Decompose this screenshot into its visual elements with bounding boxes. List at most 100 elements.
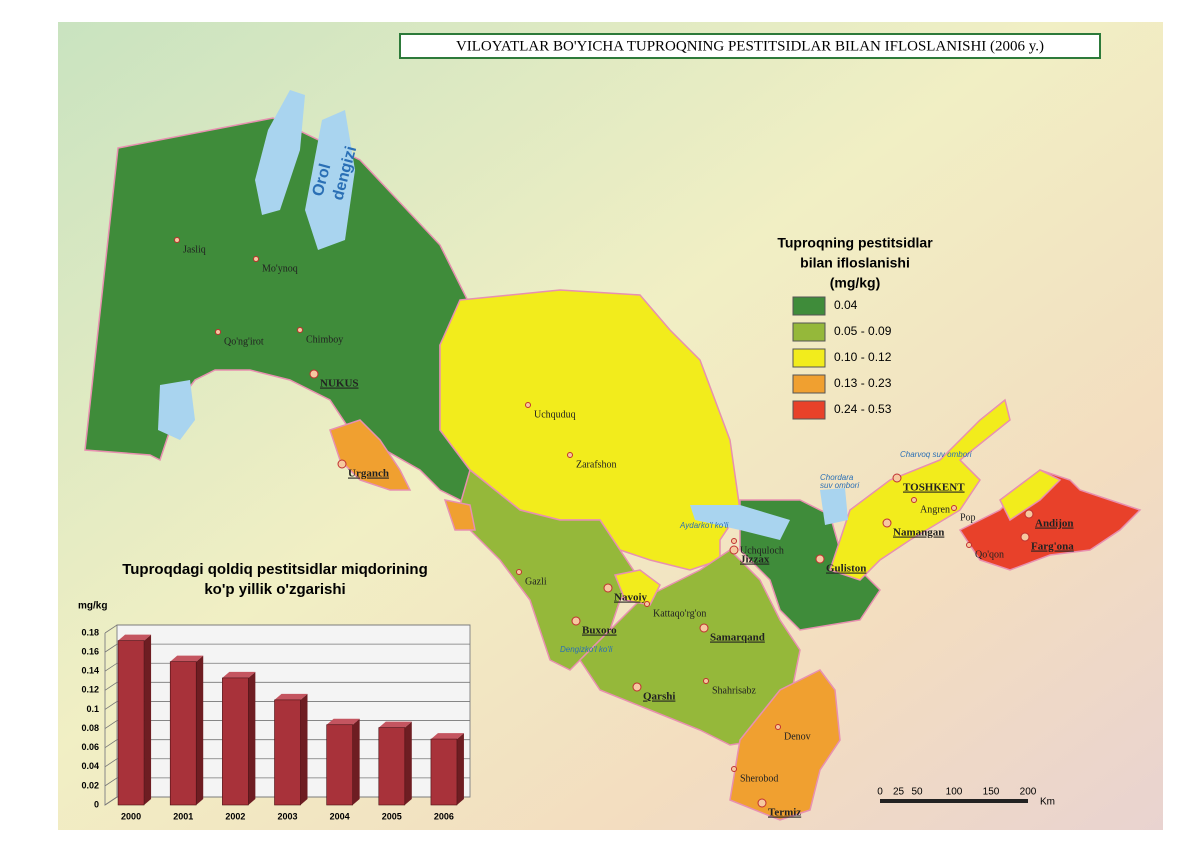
bar (169, 661, 197, 806)
legend-label: 0.13 - 0.23 (834, 376, 892, 390)
place-marker (309, 369, 319, 379)
y-tick-label: 0.06 (81, 742, 99, 752)
place-marker (215, 329, 221, 335)
place-marker (1024, 509, 1034, 519)
bar-side (248, 671, 256, 805)
legend-label: 0.24 - 0.53 (834, 402, 892, 416)
place-label: TOSHKENT (903, 482, 965, 494)
place-marker (644, 601, 650, 607)
x-tick-label: 2005 (382, 811, 402, 821)
x-tick-label: 2001 (173, 811, 193, 821)
bar (378, 727, 406, 806)
lake (158, 380, 195, 440)
region (579, 549, 801, 746)
water-label: Dengizko'l ko'li (560, 645, 613, 654)
place-marker (1020, 532, 1030, 542)
chart-title: Tuproqdagi qoldiq pestitsidlar miqdorini… (122, 561, 428, 578)
bar-side (456, 733, 464, 805)
place-marker (775, 724, 781, 730)
grid-line (104, 701, 470, 710)
place-marker (525, 402, 531, 408)
y-tick-label: 0.1 (86, 704, 99, 714)
water-label: suv ombori (820, 481, 859, 490)
place-marker (516, 569, 522, 575)
place-label: Chimboy (306, 334, 343, 345)
legend-swatch (792, 296, 826, 316)
legend-title: (mg/kg) (830, 275, 881, 291)
place-label: Shahrisabz (712, 685, 756, 696)
place-label: Denov (784, 731, 811, 742)
bar-top (170, 655, 204, 662)
place-marker (571, 616, 581, 626)
y-tick-label: 0.14 (81, 666, 99, 676)
place-marker (297, 327, 303, 333)
bar (222, 677, 249, 806)
place-marker (882, 518, 892, 528)
water-label: Chordara (820, 473, 854, 482)
legend-swatch (792, 322, 826, 342)
water-label: Aydarko'l ko'li (679, 521, 729, 530)
legend-label: 0.10 - 0.12 (834, 350, 892, 364)
y-tick-label: 0.02 (81, 780, 99, 790)
chart: Tuproqdagi qoldiq pestitsidlar miqdorini… (78, 561, 471, 821)
legend-title: Tuproqning pestitsidlar (777, 235, 933, 251)
place-label: Pop (960, 512, 976, 523)
place-marker (815, 554, 825, 564)
legend-swatch (792, 400, 826, 420)
lake (305, 110, 355, 250)
bar-top (326, 718, 360, 725)
legend-label: 0.05 - 0.09 (834, 324, 892, 338)
lake (255, 90, 305, 215)
place-label: Guliston (826, 563, 866, 575)
x-tick-label: 2000 (121, 811, 141, 821)
scale-tick-label: 150 (983, 787, 1000, 798)
region (999, 469, 1062, 522)
region (829, 398, 1011, 581)
place-label: Andijon (1035, 518, 1074, 530)
legend: Tuproqning pestitsidlar bilan ifloslanish… (777, 235, 933, 420)
x-tick-label: 2003 (277, 811, 297, 821)
bar-top (430, 733, 464, 740)
place-label: Navoiy (614, 592, 648, 604)
bar-side (300, 693, 308, 805)
bar-top (118, 634, 152, 641)
place-marker (892, 473, 902, 483)
place-label: Samarqand (710, 632, 765, 644)
x-tick-label: 2006 (434, 811, 454, 821)
region (443, 499, 476, 531)
grid-line (104, 681, 470, 691)
place-label: Jizzax (740, 554, 770, 566)
legend-swatch (792, 348, 826, 368)
place-marker (337, 459, 347, 469)
place-label: Uchquloch (740, 545, 784, 556)
scale-bar-body (880, 799, 1028, 803)
lakes (158, 90, 848, 540)
grid-line (104, 662, 470, 672)
place-marker (174, 237, 180, 243)
place-label: Qo'ng'irot (224, 336, 264, 347)
place-label: Namangan (893, 527, 944, 539)
place-label: Zarafshon (576, 459, 617, 470)
lake (820, 488, 848, 525)
legend-title: bilan ifloslanishi (800, 255, 910, 271)
bar (274, 699, 301, 806)
place-marker (911, 497, 917, 503)
place-marker (966, 542, 972, 548)
bar-top (378, 721, 412, 728)
bar-side (144, 634, 152, 805)
place-marker (567, 452, 573, 458)
y-tick-label: 0.18 (81, 627, 99, 637)
lake (690, 505, 790, 540)
place-marker (757, 798, 767, 808)
chart-title: ko'p yillik o'zgarishi (204, 581, 345, 598)
legend-label: 0.04 (834, 298, 858, 312)
y-axis-label: mg/kg (78, 601, 107, 612)
x-tick-label: 2004 (330, 811, 350, 821)
place-label: Qarshi (643, 691, 675, 703)
place-marker (703, 678, 709, 684)
bar-top (274, 693, 308, 700)
place-label: Mo'ynoq (262, 263, 298, 274)
legend-swatch (792, 374, 826, 394)
water-label: Charvoq suv ombori (900, 450, 972, 459)
